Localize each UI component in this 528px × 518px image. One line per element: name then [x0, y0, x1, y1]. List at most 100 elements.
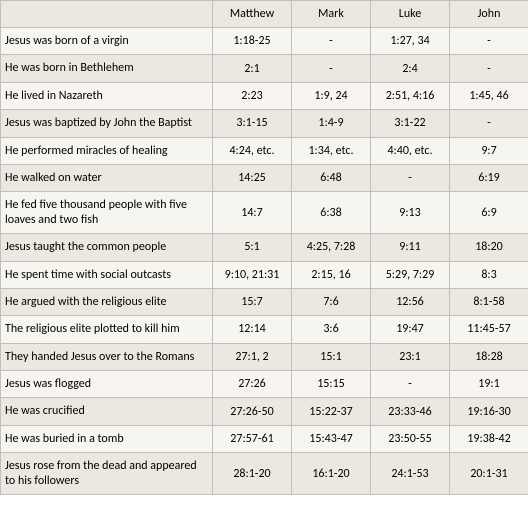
table-row: Jesus was baptized by John the Baptist3:… — [1, 110, 528, 137]
ref-cell: 1:9, 24 — [292, 82, 371, 109]
ref-cell: 1:4-9 — [292, 110, 371, 137]
ref-cell: 9:7 — [450, 137, 528, 164]
ref-cell: 20:1-31 — [450, 453, 528, 495]
ref-cell: 3:1-22 — [371, 110, 450, 137]
header-col: Mark — [292, 1, 371, 28]
ref-cell: 15:22-37 — [292, 398, 371, 425]
header-col: John — [450, 1, 528, 28]
ref-cell: 3:6 — [292, 316, 371, 343]
ref-cell: 4:40, etc. — [371, 137, 450, 164]
ref-cell: 9:10, 21:31 — [213, 261, 292, 288]
event-cell: Jesus was baptized by John the Baptist — [1, 110, 213, 137]
ref-cell: 19:16-30 — [450, 398, 528, 425]
table-row: He lived in Nazareth2:231:9, 242:51, 4:1… — [1, 82, 528, 109]
event-cell: Jesus taught the common people — [1, 234, 213, 261]
table-row: He was buried in a tomb27:57-6115:43-472… — [1, 425, 528, 452]
table-body: Jesus was born of a virgin1:18-25-1:27, … — [1, 28, 528, 495]
header-blank — [1, 1, 213, 28]
ref-cell: - — [371, 371, 450, 398]
ref-cell: 9:11 — [371, 234, 450, 261]
event-cell: He performed miracles of healing — [1, 137, 213, 164]
ref-cell: 12:14 — [213, 316, 292, 343]
event-cell: Jesus was born of a virgin — [1, 28, 213, 55]
event-cell: Jesus rose from the dead and appeared to… — [1, 453, 213, 495]
ref-cell: 7:6 — [292, 288, 371, 315]
ref-cell: 27:26 — [213, 371, 292, 398]
ref-cell: 6:9 — [450, 192, 528, 234]
ref-cell: 2:23 — [213, 82, 292, 109]
ref-cell: 27:1, 2 — [213, 343, 292, 370]
table-row: They handed Jesus over to the Romans27:1… — [1, 343, 528, 370]
table-row: He was born in Bethlehem2:1-2:4- — [1, 55, 528, 82]
ref-cell: 8:1-58 — [450, 288, 528, 315]
ref-cell: 5:1 — [213, 234, 292, 261]
ref-cell: 2:15, 16 — [292, 261, 371, 288]
ref-cell: 2:4 — [371, 55, 450, 82]
header-col: Luke — [371, 1, 450, 28]
ref-cell: - — [450, 110, 528, 137]
ref-cell: 11:45-57 — [450, 316, 528, 343]
table-row: He walked on water14:256:48-6:19 — [1, 164, 528, 191]
event-cell: He was buried in a tomb — [1, 425, 213, 452]
event-cell: He walked on water — [1, 164, 213, 191]
ref-cell: 19:1 — [450, 371, 528, 398]
ref-cell: 23:33-46 — [371, 398, 450, 425]
table-row: Jesus rose from the dead and appeared to… — [1, 453, 528, 495]
ref-cell: 3:1-15 — [213, 110, 292, 137]
ref-cell: 28:1-20 — [213, 453, 292, 495]
ref-cell: - — [450, 55, 528, 82]
ref-cell: 19:47 — [371, 316, 450, 343]
ref-cell: 19:38-42 — [450, 425, 528, 452]
event-cell: The religious elite plotted to kill him — [1, 316, 213, 343]
table-row: He was crucified27:26-5015:22-3723:33-46… — [1, 398, 528, 425]
table-row: He spent time with social outcasts9:10, … — [1, 261, 528, 288]
ref-cell: 2:1 — [213, 55, 292, 82]
ref-cell: 8:3 — [450, 261, 528, 288]
event-cell: He was born in Bethlehem — [1, 55, 213, 82]
header-col: Matthew — [213, 1, 292, 28]
ref-cell: 1:27, 34 — [371, 28, 450, 55]
ref-cell: 27:57-61 — [213, 425, 292, 452]
ref-cell: - — [371, 164, 450, 191]
ref-cell: 15:7 — [213, 288, 292, 315]
ref-cell: 14:25 — [213, 164, 292, 191]
ref-cell: 1:18-25 — [213, 28, 292, 55]
table-row: He argued with the religious elite15:77:… — [1, 288, 528, 315]
ref-cell: 23:50-55 — [371, 425, 450, 452]
table-row: The religious elite plotted to kill him1… — [1, 316, 528, 343]
ref-cell: 9:13 — [371, 192, 450, 234]
ref-cell: 27:26-50 — [213, 398, 292, 425]
ref-cell: 4:24, etc. — [213, 137, 292, 164]
ref-cell: 6:19 — [450, 164, 528, 191]
ref-cell: 6:48 — [292, 164, 371, 191]
event-cell: Jesus was flogged — [1, 371, 213, 398]
gospel-comparison-table: Matthew Mark Luke John Jesus was born of… — [0, 0, 528, 495]
ref-cell: 1:45, 46 — [450, 82, 528, 109]
table-row: He fed five thousand people with five lo… — [1, 192, 528, 234]
table-row: He performed miracles of healing4:24, et… — [1, 137, 528, 164]
event-cell: He argued with the religious elite — [1, 288, 213, 315]
ref-cell: - — [450, 28, 528, 55]
header-row: Matthew Mark Luke John — [1, 1, 528, 28]
ref-cell: 23:1 — [371, 343, 450, 370]
ref-cell: 12:56 — [371, 288, 450, 315]
ref-cell: 14:7 — [213, 192, 292, 234]
ref-cell: 24:1-53 — [371, 453, 450, 495]
ref-cell: 6:38 — [292, 192, 371, 234]
event-cell: He fed five thousand people with five lo… — [1, 192, 213, 234]
ref-cell: 16:1-20 — [292, 453, 371, 495]
event-cell: He lived in Nazareth — [1, 82, 213, 109]
ref-cell: 1:34, etc. — [292, 137, 371, 164]
table-row: Jesus taught the common people5:14:25, 7… — [1, 234, 528, 261]
ref-cell: - — [292, 28, 371, 55]
ref-cell: 15:1 — [292, 343, 371, 370]
table-row: Jesus was flogged27:2615:15-19:1 — [1, 371, 528, 398]
event-cell: He was crucified — [1, 398, 213, 425]
table-row: Jesus was born of a virgin1:18-25-1:27, … — [1, 28, 528, 55]
event-cell: They handed Jesus over to the Romans — [1, 343, 213, 370]
ref-cell: 18:28 — [450, 343, 528, 370]
ref-cell: 5:29, 7:29 — [371, 261, 450, 288]
ref-cell: 15:15 — [292, 371, 371, 398]
event-cell: He spent time with social outcasts — [1, 261, 213, 288]
ref-cell: 2:51, 4:16 — [371, 82, 450, 109]
